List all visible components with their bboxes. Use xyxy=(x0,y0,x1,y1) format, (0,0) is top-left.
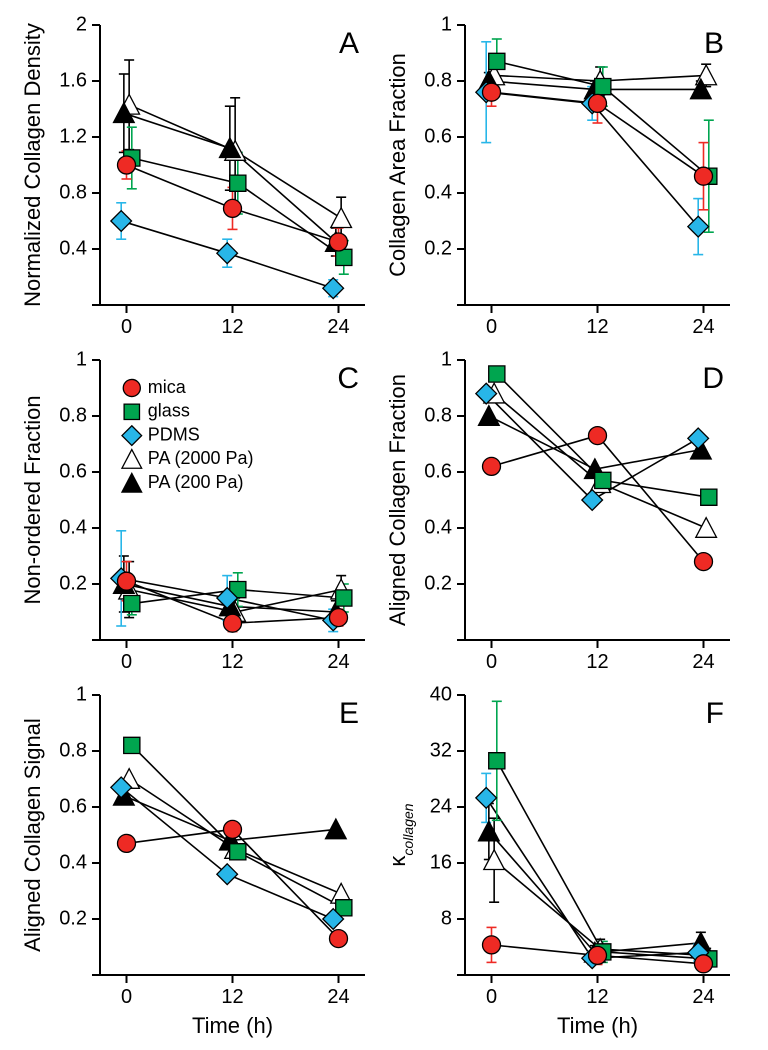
svg-text:Non-ordered Fraction: Non-ordered Fraction xyxy=(20,395,45,604)
svg-text:0.4: 0.4 xyxy=(59,237,87,259)
svg-text:0.2: 0.2 xyxy=(59,907,87,929)
svg-text:0: 0 xyxy=(486,986,497,1008)
svg-text:0: 0 xyxy=(121,986,132,1008)
svg-text:24: 24 xyxy=(692,316,714,338)
panel-letter: F xyxy=(706,697,724,730)
svg-text:0.6: 0.6 xyxy=(59,460,87,482)
svg-text:24: 24 xyxy=(430,795,452,817)
svg-text:1: 1 xyxy=(441,13,452,35)
svg-text:12: 12 xyxy=(586,316,608,338)
svg-text:0.2: 0.2 xyxy=(424,572,452,594)
svg-text:0.8: 0.8 xyxy=(424,69,452,91)
legend-label-pa200: PA (200 Pa) xyxy=(148,472,244,492)
panel-letter: E xyxy=(339,697,359,730)
panel-A: 0.4 0.8 1.2 1.6 2 0 12 24 Normalized Collagen De… xyxy=(20,13,365,338)
svg-text:24: 24 xyxy=(692,986,714,1008)
svg-text:8: 8 xyxy=(441,907,452,929)
panel-letter: C xyxy=(337,362,359,395)
svg-text:0.4: 0.4 xyxy=(424,181,452,203)
svg-text:1.2: 1.2 xyxy=(59,125,87,147)
panel-B: 0.2 0.4 0.6 0.8 1 0 12 24 Collagen Area Fraction… xyxy=(385,13,730,338)
svg-text:0.4: 0.4 xyxy=(59,516,87,538)
svg-text:Aligned Collagen Fraction: Aligned Collagen Fraction xyxy=(385,374,410,626)
svg-text:0.6: 0.6 xyxy=(424,460,452,482)
svg-text:0.2: 0.2 xyxy=(59,572,87,594)
panel-D: 0.2 0.4 0.6 0.8 1 0 12 24 Aligned Collagen Fract… xyxy=(385,348,730,673)
svg-text:16: 16 xyxy=(430,851,452,873)
panel-letter: B xyxy=(704,27,724,60)
panel-C: 0.2 0.4 0.6 0.8 1 0 12 24 Non-ordered Fraction Cm… xyxy=(20,348,365,673)
svg-text:κcollagen: κcollagen xyxy=(385,803,416,866)
svg-text:0.6: 0.6 xyxy=(59,795,87,817)
svg-text:2: 2 xyxy=(76,13,87,35)
svg-text:24: 24 xyxy=(327,986,349,1008)
legend-label-pa2000: PA (2000 Pa) xyxy=(148,448,254,468)
svg-text:1: 1 xyxy=(76,348,87,370)
svg-text:1: 1 xyxy=(441,348,452,370)
panel-letter: D xyxy=(702,362,724,395)
svg-text:Time (h): Time (h) xyxy=(192,1013,273,1038)
svg-text:12: 12 xyxy=(221,986,243,1008)
svg-text:24: 24 xyxy=(692,651,714,673)
svg-text:12: 12 xyxy=(221,316,243,338)
svg-text:12: 12 xyxy=(586,986,608,1008)
legend-label-mica: mica xyxy=(148,377,187,397)
figure-root: 0.4 0.8 1.2 1.6 2 0 12 24 Normalized Collagen De… xyxy=(0,0,768,1050)
svg-text:40: 40 xyxy=(430,683,452,705)
figure-svg: 0.4 0.8 1.2 1.6 2 0 12 24 Normalized Collagen De… xyxy=(0,0,768,1050)
svg-text:0.4: 0.4 xyxy=(424,516,452,538)
svg-text:24: 24 xyxy=(327,651,349,673)
svg-text:1: 1 xyxy=(76,683,87,705)
svg-text:12: 12 xyxy=(221,651,243,673)
svg-text:32: 32 xyxy=(430,739,452,761)
legend-label-pdms: PDMS xyxy=(148,424,200,444)
svg-text:24: 24 xyxy=(327,316,349,338)
svg-text:12: 12 xyxy=(586,651,608,673)
svg-text:0.2: 0.2 xyxy=(424,237,452,259)
svg-text:0: 0 xyxy=(486,316,497,338)
panel-E: 0.2 0.4 0.6 0.8 1 0 12 24 Aligned Collagen Signa… xyxy=(20,683,365,1038)
svg-text:0.6: 0.6 xyxy=(424,125,452,147)
legend-label-glass: glass xyxy=(148,401,190,421)
svg-text:0.4: 0.4 xyxy=(59,851,87,873)
svg-text:0.8: 0.8 xyxy=(59,739,87,761)
svg-text:Aligned Collagen Signal: Aligned Collagen Signal xyxy=(20,718,45,952)
panel-F: 8 16 24 32 40 0 12 24 κcollagen Time (h) F xyxy=(385,683,730,1038)
svg-text:Collagen Area Fraction: Collagen Area Fraction xyxy=(385,53,410,277)
svg-text:0.8: 0.8 xyxy=(59,181,87,203)
svg-text:0.8: 0.8 xyxy=(424,404,452,426)
svg-text:0: 0 xyxy=(121,316,132,338)
svg-text:Time (h): Time (h) xyxy=(557,1013,638,1038)
svg-text:0: 0 xyxy=(121,651,132,673)
svg-text:0.8: 0.8 xyxy=(59,404,87,426)
svg-text:0: 0 xyxy=(486,651,497,673)
panel-letter: A xyxy=(339,27,359,60)
svg-text:1.6: 1.6 xyxy=(59,69,87,91)
svg-text:Normalized Collagen Density: Normalized Collagen Density xyxy=(20,23,45,307)
